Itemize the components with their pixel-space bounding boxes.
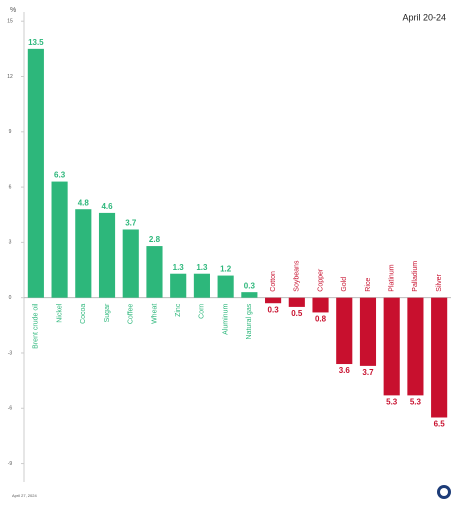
- value-label: 13.5: [28, 38, 44, 47]
- bar: [383, 297, 400, 396]
- bar: [359, 297, 377, 366]
- x-tick-label: Coffee: [128, 304, 135, 325]
- chart-title: April 20-24: [402, 12, 446, 22]
- y-tick-label: 15: [7, 19, 13, 25]
- x-tick-label: Palladium: [412, 261, 419, 292]
- value-label: 1.3: [196, 263, 208, 272]
- bar: [27, 48, 44, 298]
- value-label: 0.8: [315, 315, 327, 324]
- y-tick-label: -6: [8, 406, 13, 412]
- bar: [241, 292, 258, 298]
- y-tick-label: -3: [8, 350, 13, 356]
- value-label: 5.3: [386, 397, 398, 406]
- bar: [98, 212, 116, 298]
- x-tick-label: Brent crude oil: [33, 303, 40, 349]
- y-tick-label: 9: [9, 129, 12, 135]
- y-tick-label: 3: [9, 240, 12, 246]
- value-label: 5.3: [410, 397, 422, 406]
- x-tick-label: Cocoa: [80, 304, 87, 324]
- value-label: 4.6: [101, 202, 113, 211]
- y-tick-label: 0: [9, 295, 12, 301]
- bar: [75, 209, 92, 298]
- x-tick-label: Copper: [317, 268, 324, 292]
- x-tick-label: Platinum: [389, 264, 396, 291]
- value-label: 1.2: [220, 265, 232, 274]
- x-tick-label: Soybeans: [294, 260, 301, 292]
- value-label: 0.5: [291, 309, 303, 318]
- value-label: 1.3: [173, 263, 185, 272]
- value-label: 6.5: [434, 420, 446, 429]
- bar: [122, 229, 139, 298]
- bar: [431, 297, 448, 418]
- bar: [336, 297, 353, 365]
- value-label: 3.7: [125, 219, 137, 228]
- y-tick-label: 12: [7, 74, 13, 80]
- value-label: 6.3: [54, 171, 66, 180]
- x-tick-label: Natural gas: [246, 303, 253, 339]
- bar: [193, 273, 210, 298]
- bar: [312, 297, 329, 313]
- bar: [217, 275, 234, 298]
- value-label: 2.8: [149, 235, 161, 244]
- x-tick-label: Zinc: [175, 303, 182, 317]
- value-label: 3.7: [362, 368, 374, 377]
- x-tick-label: Gold: [341, 277, 348, 292]
- x-tick-label: Silver: [436, 274, 443, 292]
- value-label: 0.3: [244, 281, 256, 290]
- x-tick-label: Aluminum: [222, 304, 229, 335]
- bar: [407, 297, 424, 396]
- bar: [288, 297, 305, 307]
- x-tick-label: Rice: [365, 278, 372, 292]
- value-label: 0.3: [268, 305, 280, 314]
- x-tick-label: Corn: [199, 304, 206, 319]
- x-tick-label: Cotton: [270, 271, 277, 292]
- y-axis-label: %: [10, 7, 16, 14]
- bar: [146, 246, 163, 298]
- value-label: 4.8: [78, 198, 90, 207]
- bar: [265, 297, 282, 304]
- bar: [170, 273, 187, 298]
- x-tick-label: Nickel: [56, 303, 63, 323]
- bar: [51, 181, 68, 298]
- note: April 27, 2024: [12, 493, 37, 498]
- y-tick-label: -9: [8, 461, 13, 467]
- x-tick-label: Sugar: [104, 303, 111, 322]
- value-label: 3.6: [339, 366, 351, 375]
- x-tick-label: Wheat: [151, 304, 158, 324]
- logo: [437, 485, 451, 499]
- y-tick-label: 6: [9, 184, 12, 190]
